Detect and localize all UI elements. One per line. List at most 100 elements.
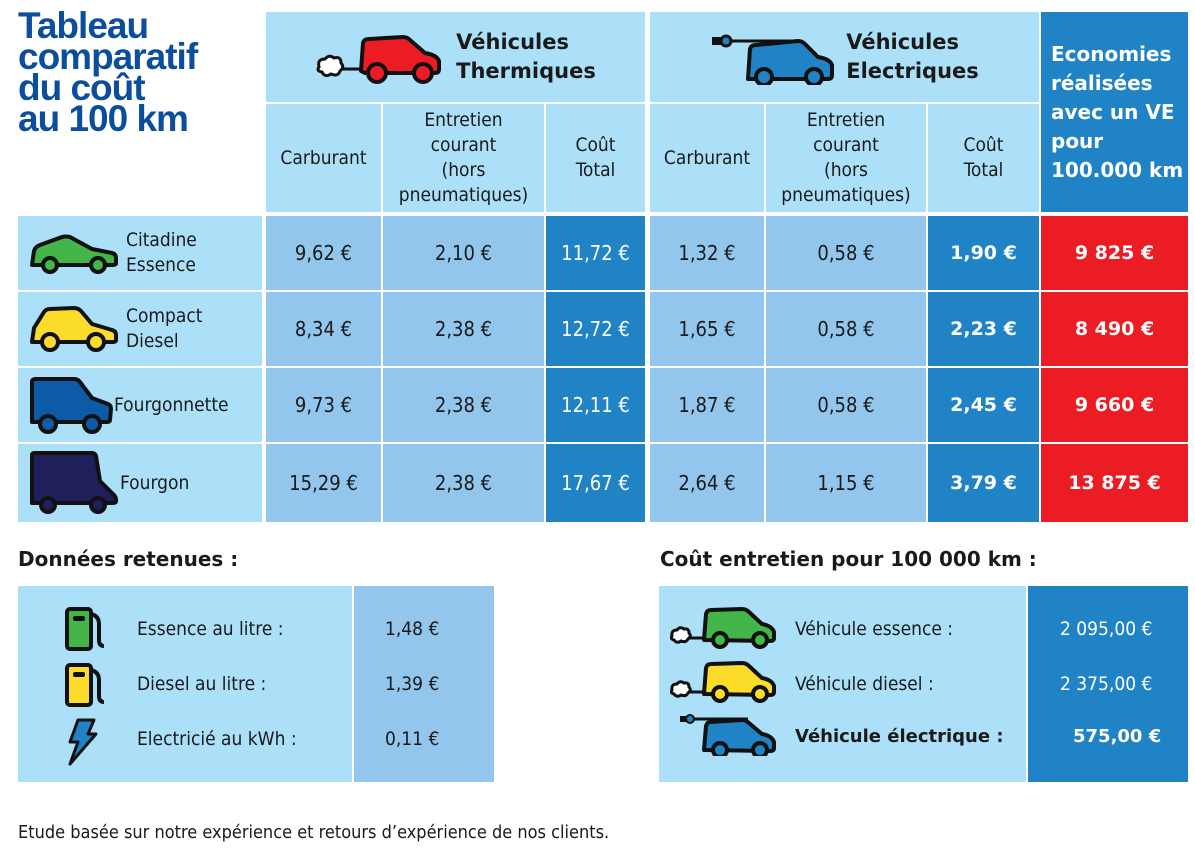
savings-header-line: avec un VE — [1051, 100, 1175, 124]
savings-header-line: 100.000 km — [1051, 158, 1184, 182]
table-row-label: Fourgonnette — [18, 368, 262, 442]
el-maintenance-cell: 0,58 € — [766, 368, 926, 442]
el-fuel-cell: 1,65 € — [650, 292, 764, 366]
title-line: comparatif — [18, 36, 198, 77]
header-label: pneumatiques) — [398, 184, 529, 206]
footer-note: Etude basée sur notre expérience et reto… — [18, 822, 610, 843]
group-title: Véhicules — [846, 30, 960, 54]
title-line: au 100 km — [18, 98, 189, 139]
el-fuel-header: Carburant — [650, 104, 764, 212]
header-label: Entretien — [806, 109, 886, 131]
th-total-cell: 12,11 € — [546, 368, 645, 442]
list-item — [670, 660, 780, 704]
header-label: Entretien — [424, 109, 503, 131]
title-line: Tableau — [18, 5, 149, 46]
savings-cell: 13 875 € — [1041, 444, 1188, 522]
header-label: Coût — [575, 134, 616, 156]
entretien-values-panel — [1028, 586, 1188, 782]
thermal-car-icon — [316, 35, 442, 84]
savings-header-line: réalisées — [1051, 71, 1153, 95]
entretien-label: Véhicule diesel : — [795, 673, 934, 695]
savings-header-line: pour — [1051, 129, 1104, 153]
table-row-label: Fourgon — [18, 444, 262, 522]
header-label: (hors — [824, 159, 868, 181]
th-maintenance-header: Entretien courant (hors pneumatiques) — [383, 104, 544, 212]
yellow-fuel-pump-icon — [65, 663, 105, 707]
el-total-cell: 1,90 € — [928, 216, 1039, 290]
savings-header-line: Economies — [1051, 42, 1172, 66]
group-title: Véhicules — [456, 30, 569, 54]
table-row-label: Compact Diesel — [18, 292, 262, 366]
header-label: courant — [813, 134, 879, 156]
el-total-cell: 2,23 € — [928, 292, 1039, 366]
lightning-icon — [68, 718, 98, 766]
el-total-header: Coût Total — [928, 104, 1039, 212]
navy-van-icon — [30, 451, 118, 514]
entretien-value: 575,00 € — [1073, 726, 1162, 747]
blue-small-van-icon — [30, 377, 113, 434]
header-label: pneumatiques) — [781, 184, 911, 206]
vehicle-type: Citadine — [126, 229, 197, 251]
el-fuel-cell: 1,87 € — [650, 368, 764, 442]
group-title: Electriques — [846, 59, 979, 83]
entretien-label: Véhicule essence : — [795, 618, 954, 640]
savings-header: Economies réalisées avec un VE pour 100.… — [1041, 12, 1188, 212]
header-label: courant — [430, 134, 497, 156]
group-title: Thermiques — [456, 59, 596, 83]
el-fuel-cell: 1,32 € — [650, 216, 764, 290]
savings-cell: 8 490 € — [1041, 292, 1188, 366]
header-label: Total — [575, 159, 616, 181]
entretien-value: 2 375,00 € — [1060, 673, 1153, 695]
electric-car-icon — [712, 34, 835, 85]
th-maintenance-cell: 2,38 € — [383, 292, 544, 366]
entretien-value: 2 095,00 € — [1060, 618, 1153, 640]
entretien-title: Coût entretien pour 100 000 km : — [660, 547, 1037, 571]
el-fuel-cell: 2,64 € — [650, 444, 764, 522]
list-item — [64, 718, 98, 766]
yellow-thermal-car-icon — [670, 661, 776, 703]
vehicle-type: Compact — [126, 305, 203, 327]
el-total-cell: 3,79 € — [928, 444, 1039, 522]
th-fuel-cell: 8,34 € — [266, 292, 381, 366]
donnees-label: Essence au litre : — [137, 618, 284, 640]
header-label: Carburant — [280, 146, 367, 169]
th-fuel-cell: 9,62 € — [266, 216, 381, 290]
vehicle-type: Essence — [126, 254, 196, 276]
th-total-cell: 11,72 € — [546, 216, 645, 290]
vehicle-type: Fourgonnette — [114, 393, 229, 416]
donnees-label: Electricié au kWh : — [137, 728, 297, 750]
donnees-values-panel — [354, 586, 494, 782]
list-item — [670, 606, 780, 650]
title-line: du coût — [18, 67, 146, 108]
th-fuel-cell: 15,29 € — [266, 444, 381, 522]
th-total-header: Coût Total — [546, 104, 645, 212]
th-total-cell: 17,67 € — [546, 444, 645, 522]
electric-group-header: Véhicules Electriques — [650, 12, 1039, 102]
donnees-value: 1,48 € — [385, 618, 440, 640]
header-label: Total — [963, 159, 1004, 181]
green-city-car-icon — [30, 234, 118, 274]
el-total-cell: 2,45 € — [928, 368, 1039, 442]
table-row-label: Citadine Essence — [18, 216, 262, 290]
donnees-title: Données retenues : — [18, 547, 239, 571]
blue-electric-car-icon — [680, 714, 776, 756]
el-maintenance-cell: 0,58 € — [766, 292, 926, 366]
list-item — [64, 606, 108, 652]
savings-cell: 9 660 € — [1041, 368, 1188, 442]
th-total-cell: 12,72 € — [546, 292, 645, 366]
vehicle-type: Diesel — [126, 330, 179, 352]
el-maintenance-header: Entretien courant (hors pneumatiques) — [766, 104, 926, 212]
list-item — [64, 662, 108, 708]
header-label: Coût — [963, 134, 1004, 156]
el-maintenance-cell: 1,15 € — [766, 444, 926, 522]
list-item — [670, 712, 780, 756]
th-maintenance-cell: 2,38 € — [383, 444, 544, 522]
th-fuel-cell: 9,73 € — [266, 368, 381, 442]
th-maintenance-cell: 2,10 € — [383, 216, 544, 290]
page-title: Tableau comparatif du coût au 100 km — [18, 5, 258, 139]
entretien-label: Véhicule électrique : — [795, 726, 1004, 747]
el-maintenance-cell: 0,58 € — [766, 216, 926, 290]
donnees-value: 1,39 € — [385, 673, 440, 695]
donnees-label: Diesel au litre : — [137, 673, 267, 695]
th-fuel-header: Carburant — [266, 104, 381, 212]
